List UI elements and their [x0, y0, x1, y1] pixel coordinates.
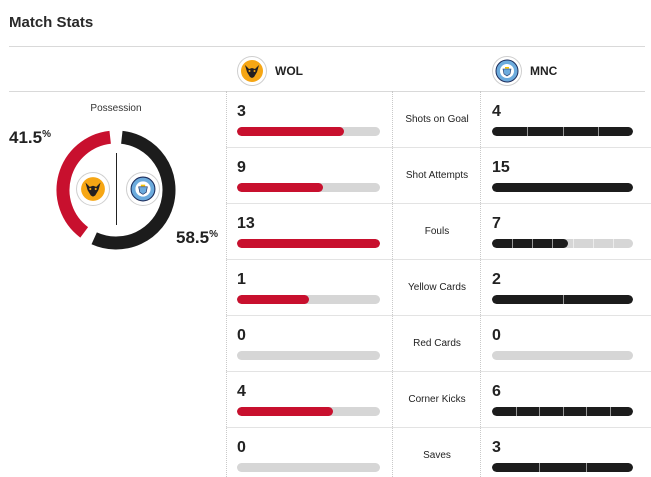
- column-separator: [480, 91, 481, 477]
- stat-away-bar: [492, 351, 633, 360]
- stat-away-value: 0: [492, 327, 501, 344]
- stat-home-bar: [237, 127, 380, 136]
- stat-row: 13 Fouls 7: [226, 204, 651, 260]
- stat-away-value: 2: [492, 271, 501, 288]
- bar-tick: [592, 239, 594, 248]
- stat-label: Shot Attempts: [405, 170, 469, 181]
- stat-away-value: 7: [492, 215, 501, 232]
- stat-away-value: 4: [492, 103, 501, 120]
- stat-label: Fouls: [424, 226, 450, 237]
- stat-home-value: 1: [237, 271, 246, 288]
- row-divider: [226, 427, 651, 428]
- stat-label: Red Cards: [413, 338, 461, 349]
- man-city-crest-icon: [492, 56, 522, 86]
- wolves-crest-icon: [237, 56, 267, 86]
- column-separator: [226, 91, 227, 477]
- row-divider: [226, 147, 651, 148]
- stat-label: Saves: [423, 450, 451, 461]
- possession-divider: [116, 153, 117, 225]
- stat-away-bar-fill: [492, 407, 633, 416]
- column-separator: [392, 91, 393, 477]
- man-city-crest-icon: [126, 172, 160, 206]
- possession-away-value: 58.5%: [176, 228, 218, 247]
- stat-home-value: 9: [237, 159, 246, 176]
- stat-label: Shots on Goal: [405, 114, 469, 125]
- row-divider: [226, 371, 651, 372]
- possession-label: Possession: [90, 103, 142, 114]
- stat-row: 9 Shot Attempts 15: [226, 148, 651, 204]
- stat-away-bar-fill: [492, 183, 633, 192]
- stat-label: Yellow Cards: [408, 282, 466, 293]
- stat-home-bar: [237, 463, 380, 472]
- stat-away-value: 6: [492, 383, 501, 400]
- stat-row: 1 Yellow Cards 2: [226, 260, 651, 316]
- title-divider: [9, 46, 645, 47]
- section-title: Match Stats: [9, 14, 94, 31]
- stat-row: 0 Saves 3: [226, 428, 651, 477]
- stat-home-value: 13: [237, 215, 255, 232]
- stat-row: 4 Corner Kicks 6: [226, 372, 651, 428]
- team-header-away: MNC: [492, 56, 557, 86]
- team-abbr-home: WOL: [275, 64, 303, 78]
- possession-donut: [56, 130, 176, 250]
- stat-row: 3 Shots on Goal 4: [226, 92, 651, 148]
- possession-home-value: 41.5%: [9, 128, 51, 147]
- row-divider: [226, 315, 651, 316]
- stat-home-bar-fill: [237, 239, 380, 248]
- stat-away-bar: [492, 239, 633, 248]
- row-divider: [226, 259, 651, 260]
- bar-tick: [572, 239, 574, 248]
- stat-home-value: 0: [237, 439, 246, 456]
- stat-away-bar-ticks: [492, 351, 633, 360]
- stat-home-bar: [237, 239, 380, 248]
- stat-away-bar: [492, 407, 633, 416]
- stat-home-bar-fill: [237, 407, 333, 416]
- possession-arc-away: [91, 130, 176, 250]
- stat-home-bar: [237, 351, 380, 360]
- header-divider: [9, 91, 645, 92]
- stat-away-bar-fill: [492, 239, 569, 248]
- team-abbr-away: MNC: [530, 64, 558, 78]
- stat-row: 0 Red Cards 0: [226, 316, 651, 372]
- row-divider: [226, 203, 651, 204]
- bar-tick: [612, 239, 614, 248]
- stat-away-bar-fill: [492, 463, 633, 472]
- stat-home-value: 4: [237, 383, 246, 400]
- stat-away-bar: [492, 295, 633, 304]
- stat-home-bar-fill: [237, 295, 309, 304]
- stat-home-bar-fill: [237, 127, 345, 136]
- stat-home-bar: [237, 295, 380, 304]
- team-header-home: WOL: [237, 56, 303, 86]
- stat-home-bar: [237, 407, 380, 416]
- stat-away-bar: [492, 463, 633, 472]
- stat-away-bar: [492, 183, 633, 192]
- wolves-crest-icon: [76, 172, 110, 206]
- stat-home-value: 3: [237, 103, 246, 120]
- stat-home-bar: [237, 183, 380, 192]
- stat-away-bar-fill: [492, 295, 633, 304]
- stat-home-value: 0: [237, 327, 246, 344]
- stat-away-value: 3: [492, 439, 501, 456]
- stat-away-value: 15: [492, 159, 510, 176]
- stat-away-bar: [492, 127, 633, 136]
- stat-away-bar-fill: [492, 127, 633, 136]
- stat-label: Corner Kicks: [408, 394, 466, 405]
- possession-arc-home: [56, 130, 112, 238]
- stat-home-bar-fill: [237, 183, 323, 192]
